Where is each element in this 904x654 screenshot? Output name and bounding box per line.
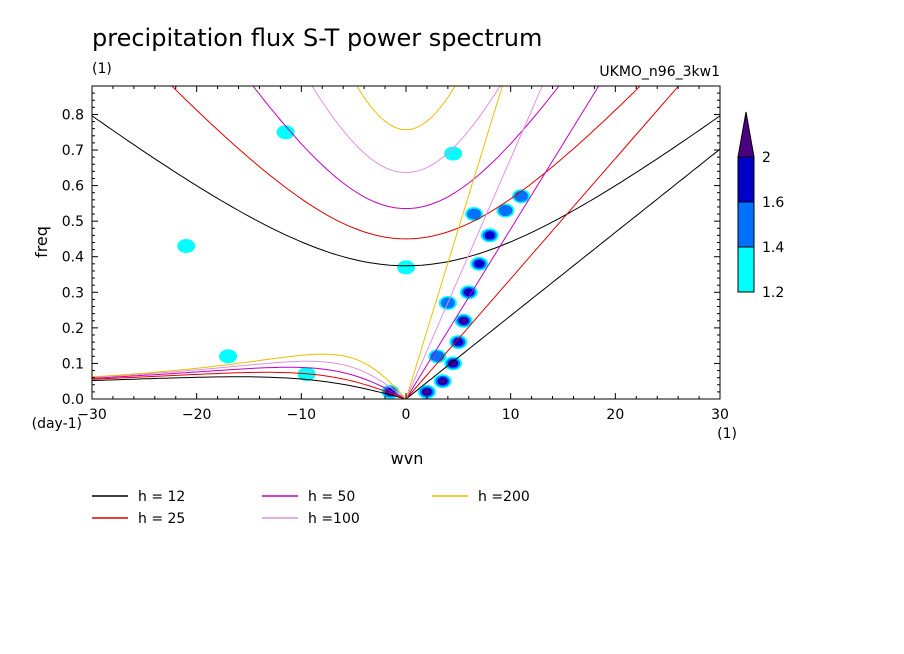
chart-title: precipitation flux S-T power spectrum (92, 24, 542, 52)
dispersion-curve-gravity-h100 (311, 86, 501, 174)
contour-patch (484, 231, 495, 240)
colorbar-segment (737, 246, 755, 293)
x-tick-label: −10 (287, 407, 317, 423)
dispersion-curves (92, 86, 720, 399)
dispersion-curve-gravity-h12 (92, 115, 720, 267)
dispersion-curve-gravity-h25 (171, 86, 641, 240)
contour-patch (444, 146, 463, 161)
y-tick-label: 0.4 (62, 250, 84, 266)
x-tick-label: 20 (606, 407, 624, 423)
dispersion-curve-kelvin-h100 (405, 86, 543, 399)
dispersion-curve-rossby-h100 (92, 360, 407, 399)
legend-label: h = 50 (308, 489, 355, 505)
legend: h = 12 h = 25 h = 50 h =100 h =200 (92, 489, 530, 527)
contour-patch (460, 318, 467, 324)
colorbar-extension (737, 111, 755, 158)
dispersion-curve-kelvin-h25 (405, 86, 680, 399)
x-tick-label: 0 (402, 407, 411, 423)
axis-ticks: −30 −20 −10 0 10 20 30 0.0 0.1 0.2 0.3 0.4 0.5 0.6 0.7… (62, 86, 729, 423)
x-axis-unit: (1) (717, 426, 737, 442)
x-tick-label: −30 (77, 407, 107, 423)
legend-label: h =100 (308, 511, 360, 527)
contour-patch (219, 349, 238, 364)
contour-patch (177, 239, 196, 254)
x-tick-label: −20 (182, 407, 212, 423)
contour-patch (397, 260, 415, 275)
y-tick-label: 0.7 (62, 143, 84, 159)
contour-patch (467, 208, 482, 220)
contour-patch (498, 205, 513, 216)
colorbar-segment (737, 156, 755, 203)
shaded-contours (177, 125, 531, 399)
contour-patch (423, 389, 430, 395)
colorbar-label: 1.6 (762, 195, 784, 211)
dispersion-curve-gravity-h50 (252, 86, 560, 210)
y-tick-label: 0.0 (62, 392, 84, 408)
x-tick-label: 10 (502, 407, 520, 423)
dispersion-curve-kelvin-h50 (405, 86, 600, 399)
colorbar-label: 1.4 (762, 240, 784, 256)
contour-patch (439, 378, 446, 384)
y-tick-label: 0.8 (62, 107, 84, 123)
contour-patch (514, 190, 529, 202)
legend-label: h =200 (478, 489, 530, 505)
colorbar-label: 2 (762, 150, 771, 166)
contour-patch (463, 288, 474, 297)
legend-label: h = 25 (138, 511, 185, 527)
y-axis-label: freq (32, 226, 51, 258)
colorbar-label: 1.2 (762, 285, 784, 301)
chart-subtitle-right: UKMO_n96_3kw1 (599, 64, 720, 80)
legend-label: h = 12 (138, 489, 185, 505)
dispersion-curve-rossby-h50 (92, 366, 407, 399)
contour-patch (453, 338, 464, 347)
dispersion-curve-gravity-h200 (356, 86, 456, 131)
dispersion-curve-kelvin-h200 (405, 86, 503, 399)
dispersion-curve-rossby-h25 (92, 371, 407, 399)
dispersion-curve-rossby-h12 (92, 376, 407, 399)
y-tick-label: 0.3 (62, 285, 84, 301)
dispersion-curve-rossby-h200 (92, 353, 407, 399)
contour-patch (474, 259, 485, 268)
y-tick-label: 0.1 (62, 356, 84, 372)
contour-patch (276, 125, 295, 140)
dispersion-curve-kelvin-h12 (405, 148, 720, 399)
y-tick-label: 0.5 (62, 214, 84, 230)
y-tick-label: 0.6 (62, 179, 84, 195)
colorbar: 1.2 1.4 1.6 2 (737, 111, 784, 301)
x-axis-label: wvn (391, 449, 424, 468)
y-axis-unit: (day-1) (32, 416, 82, 432)
y-tick-label: 0.2 (62, 321, 84, 337)
chart-subtitle-left: (1) (92, 61, 112, 77)
x-tick-label: 30 (711, 407, 729, 423)
colorbar-segment (737, 201, 755, 248)
